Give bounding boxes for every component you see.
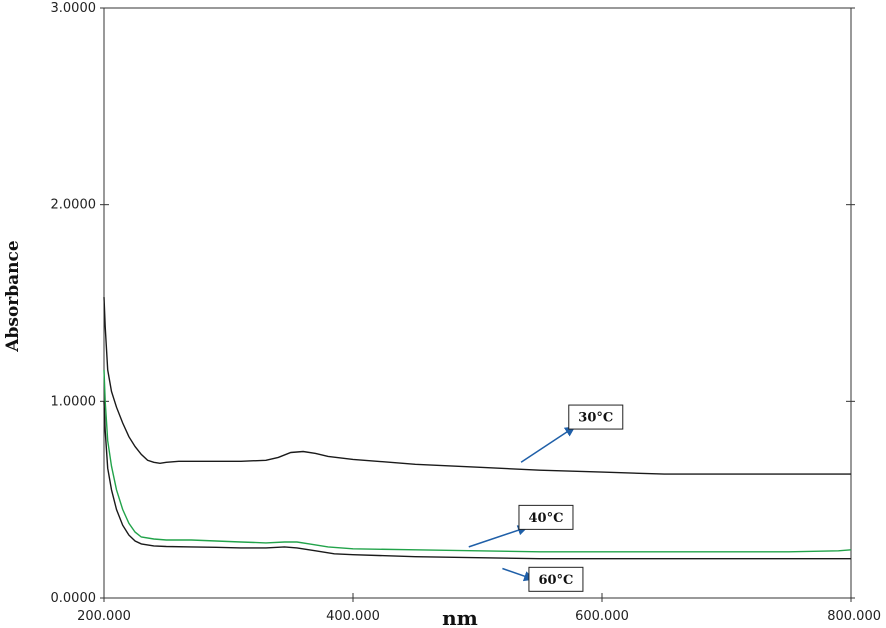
annotation-arrow [520, 426, 576, 463]
x-tick-label: 600.000 [575, 609, 629, 624]
annotation-label: 30°C [578, 411, 613, 426]
y-axis-title: Absorbance [3, 240, 23, 353]
y-tick-label: 2.0000 [51, 198, 97, 213]
series-line-1 [103, 297, 851, 475]
y-tick-label: 3.0000 [51, 1, 97, 16]
plot-frame [103, 7, 852, 599]
annotation-box [568, 404, 624, 430]
annotation-box [518, 504, 574, 530]
annotation-label: 40°C [529, 511, 564, 526]
y-tick-label: 1.0000 [51, 394, 97, 409]
y-axis-ticks: 0.0000 1.0000 2.0000 3.0000 [51, 1, 855, 606]
x-axis-ticks: 200.000 400.000 600.000 800.000 [77, 593, 881, 624]
x-tick-label: 400.000 [326, 609, 380, 624]
y-tick-label: 0.0000 [51, 591, 97, 606]
annotation-box [528, 566, 584, 592]
annotation-layer: 30°C 40°C 60°C [468, 404, 624, 592]
series-line-2 [103, 369, 852, 553]
x-tick-label: 800.000 [827, 609, 881, 624]
series-line-3 [103, 401, 851, 560]
annotation-label: 60°C [538, 573, 573, 588]
series-layer [103, 297, 852, 560]
x-axis-title: nm [442, 606, 478, 628]
x-tick-label: 200.000 [77, 609, 131, 624]
annotation-arrow [468, 525, 529, 548]
annotation-arrow [502, 567, 535, 582]
